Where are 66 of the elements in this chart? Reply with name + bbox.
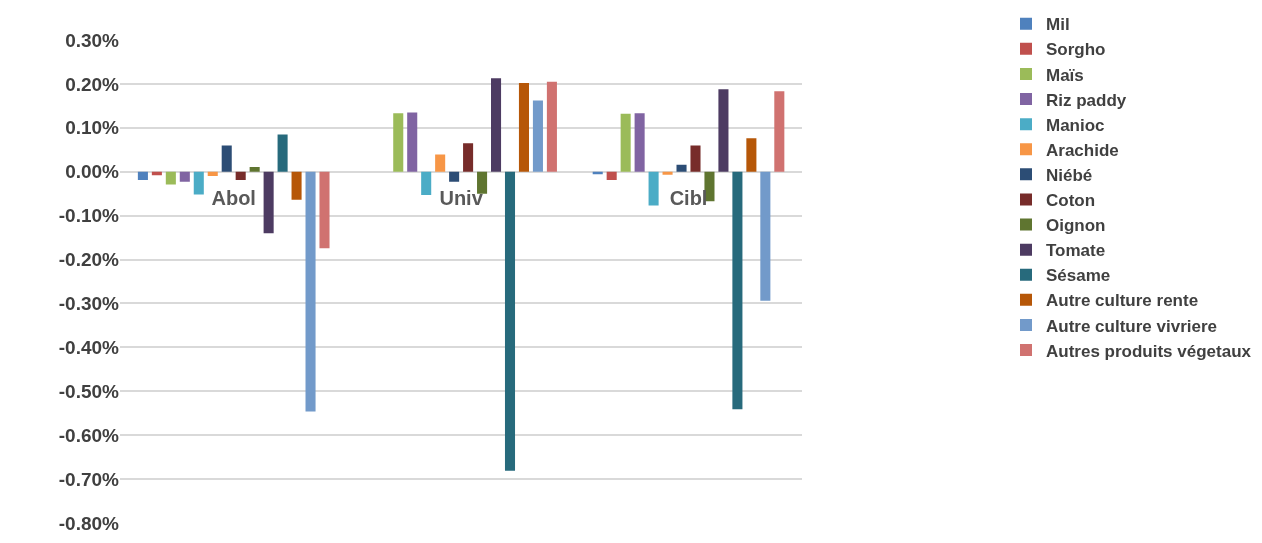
y-tick-label: 0.10%	[65, 117, 120, 139]
bar	[676, 164, 687, 172]
bar	[263, 171, 274, 234]
bar	[291, 171, 302, 200]
bar	[634, 113, 645, 172]
legend-label: Mil	[1046, 15, 1070, 35]
x-tick-label: Cibl	[669, 186, 708, 209]
bar	[774, 91, 785, 172]
bar	[704, 171, 715, 202]
bar	[435, 154, 446, 172]
legend-label: Manioc	[1046, 115, 1105, 135]
bar	[393, 113, 404, 172]
legend-label: Niébé	[1046, 165, 1093, 185]
bar	[235, 171, 246, 181]
bar	[606, 171, 617, 181]
y-tick-label: -0.30%	[58, 293, 120, 315]
x-tick-label: Abol	[211, 186, 256, 209]
y-tick-label: -0.70%	[58, 468, 120, 490]
bar	[718, 89, 729, 172]
bar	[165, 171, 176, 185]
legend-label: Coton	[1046, 191, 1096, 211]
legend-label: Autre culture vivriere	[1046, 316, 1218, 336]
legend-label: Autres produits végetaux	[1046, 341, 1252, 361]
bar	[193, 171, 204, 195]
bar	[449, 171, 460, 182]
bar	[137, 171, 148, 181]
y-tick-label: -0.10%	[58, 205, 120, 227]
y-tick-label: -0.80%	[58, 512, 120, 534]
legend-label: Sésame	[1046, 266, 1111, 286]
bar	[746, 138, 757, 172]
legend-label: Tomate	[1046, 241, 1106, 261]
bar	[221, 145, 232, 172]
bar	[179, 171, 190, 182]
y-tick-label: -0.50%	[58, 380, 120, 402]
bar	[620, 113, 631, 172]
bar	[546, 81, 557, 172]
y-tick-label: -0.20%	[58, 249, 120, 271]
legend-label: Autre culture rente	[1046, 291, 1199, 311]
bar	[504, 171, 516, 471]
bar	[207, 171, 218, 177]
bar	[690, 145, 701, 172]
bar	[491, 78, 502, 172]
y-tick-label: 0.00%	[65, 161, 120, 183]
bar	[760, 171, 771, 301]
y-tick-label: -0.40%	[58, 337, 120, 359]
y-tick-label: 0.30%	[65, 29, 120, 51]
y-tick-label: 0.20%	[65, 73, 120, 95]
bar	[532, 100, 543, 172]
bar	[319, 171, 330, 249]
bar	[305, 171, 316, 412]
bar	[518, 83, 529, 172]
y-tick-label: -0.60%	[58, 424, 120, 446]
legend-label: Arachide	[1046, 140, 1119, 160]
bar	[662, 171, 673, 175]
bar	[463, 143, 474, 172]
bar	[648, 171, 659, 206]
legend-label: Riz paddy	[1046, 90, 1127, 110]
x-tick-label: Univ	[439, 186, 484, 209]
bar	[249, 166, 260, 172]
bar	[277, 134, 288, 172]
legend-label: Maïs	[1046, 65, 1084, 85]
legend-label: Oignon	[1046, 216, 1106, 236]
legend-label: Sorgho	[1046, 40, 1106, 60]
bar	[407, 112, 418, 172]
bar	[421, 171, 432, 195]
bar	[732, 171, 743, 410]
